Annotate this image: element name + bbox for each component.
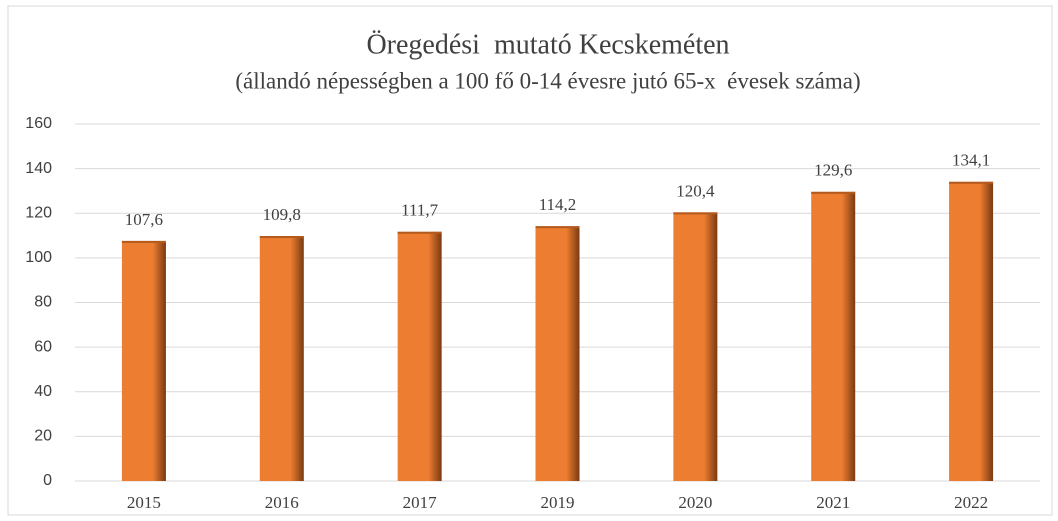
x-tick-label: 2019 (541, 493, 575, 512)
bar (259, 236, 304, 481)
bar-top (535, 226, 580, 229)
bar-top (397, 231, 442, 234)
data-label: 107,6 (125, 210, 163, 229)
x-tick-label: 2017 (403, 493, 438, 512)
chart-subtitle: (állandó népességben a 100 fő 0-14 évesr… (235, 68, 860, 93)
chart-border (7, 5, 1053, 516)
data-label: 129,6 (814, 161, 852, 180)
x-tick-label: 2020 (678, 493, 712, 512)
bar (397, 231, 442, 481)
bar-top (673, 212, 718, 215)
x-tick-label: 2015 (127, 493, 161, 512)
data-label: 134,1 (952, 151, 990, 170)
y-tick-label: 20 (34, 428, 52, 445)
bar (949, 181, 994, 481)
y-tick-label: 120 (25, 204, 52, 221)
bar-top (259, 236, 304, 239)
data-label: 114,2 (539, 195, 577, 214)
bar (811, 191, 856, 481)
y-tick-label: 60 (34, 338, 52, 355)
x-tick-label: 2022 (954, 493, 988, 512)
x-tick-label: 2021 (816, 493, 850, 512)
bar (121, 240, 166, 481)
y-tick-label: 40 (34, 383, 52, 400)
bar (673, 212, 718, 482)
bar-top (811, 191, 856, 194)
data-label: 120,4 (676, 181, 715, 200)
bar-top (121, 240, 166, 243)
y-tick-label: 100 (25, 249, 52, 266)
y-tick-label: 0 (43, 472, 52, 489)
data-label: 109,8 (263, 205, 301, 224)
chart-title: Öregedési mutató Kecskeméten (366, 29, 729, 60)
data-label: 111,7 (401, 201, 438, 220)
y-tick-label: 80 (34, 294, 52, 311)
y-tick-label: 140 (25, 160, 52, 177)
x-tick-label: 2016 (265, 493, 299, 512)
bar-top (949, 181, 994, 184)
bar (535, 226, 580, 481)
y-tick-label: 160 (25, 115, 52, 132)
